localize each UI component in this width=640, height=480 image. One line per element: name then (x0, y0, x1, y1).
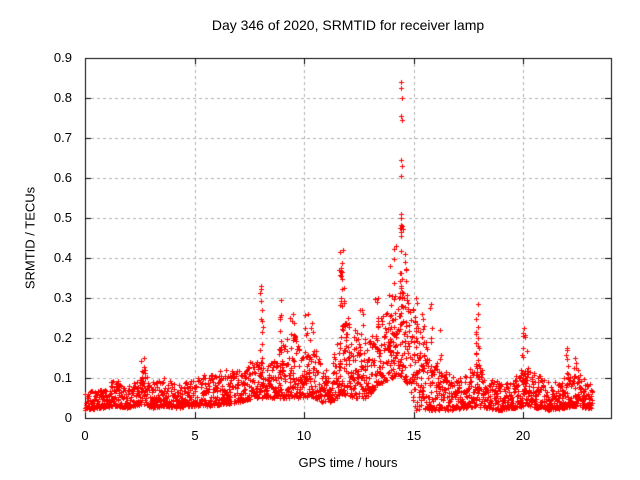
y-tick-label: 0.8 (53, 90, 72, 105)
chart-title: Day 346 of 2020, SRMTID for receiver lam… (211, 17, 485, 33)
y-tick-label: 0.9 (53, 50, 72, 65)
x-axis-label: GPS time / hours (298, 455, 398, 470)
y-axis-label: SRMTID / TECUs (22, 186, 38, 290)
x-tick-label: 10 (296, 428, 312, 443)
y-tick-label: 0.2 (53, 330, 72, 345)
y-tick-label: 0.7 (53, 130, 72, 145)
x-tick-label: 5 (191, 428, 199, 443)
y-tick-label: 0 (64, 410, 72, 425)
x-tick-label: 15 (406, 428, 422, 443)
x-tick-label: 0 (81, 428, 89, 443)
y-tick-label: 0.3 (53, 290, 72, 305)
x-tick-label: 20 (515, 428, 531, 443)
y-tick-label: 0.1 (53, 370, 72, 385)
y-tick-label: 0.5 (53, 210, 72, 225)
y-tick-label: 0.4 (53, 250, 72, 265)
y-tick-label: 0.6 (53, 170, 72, 185)
